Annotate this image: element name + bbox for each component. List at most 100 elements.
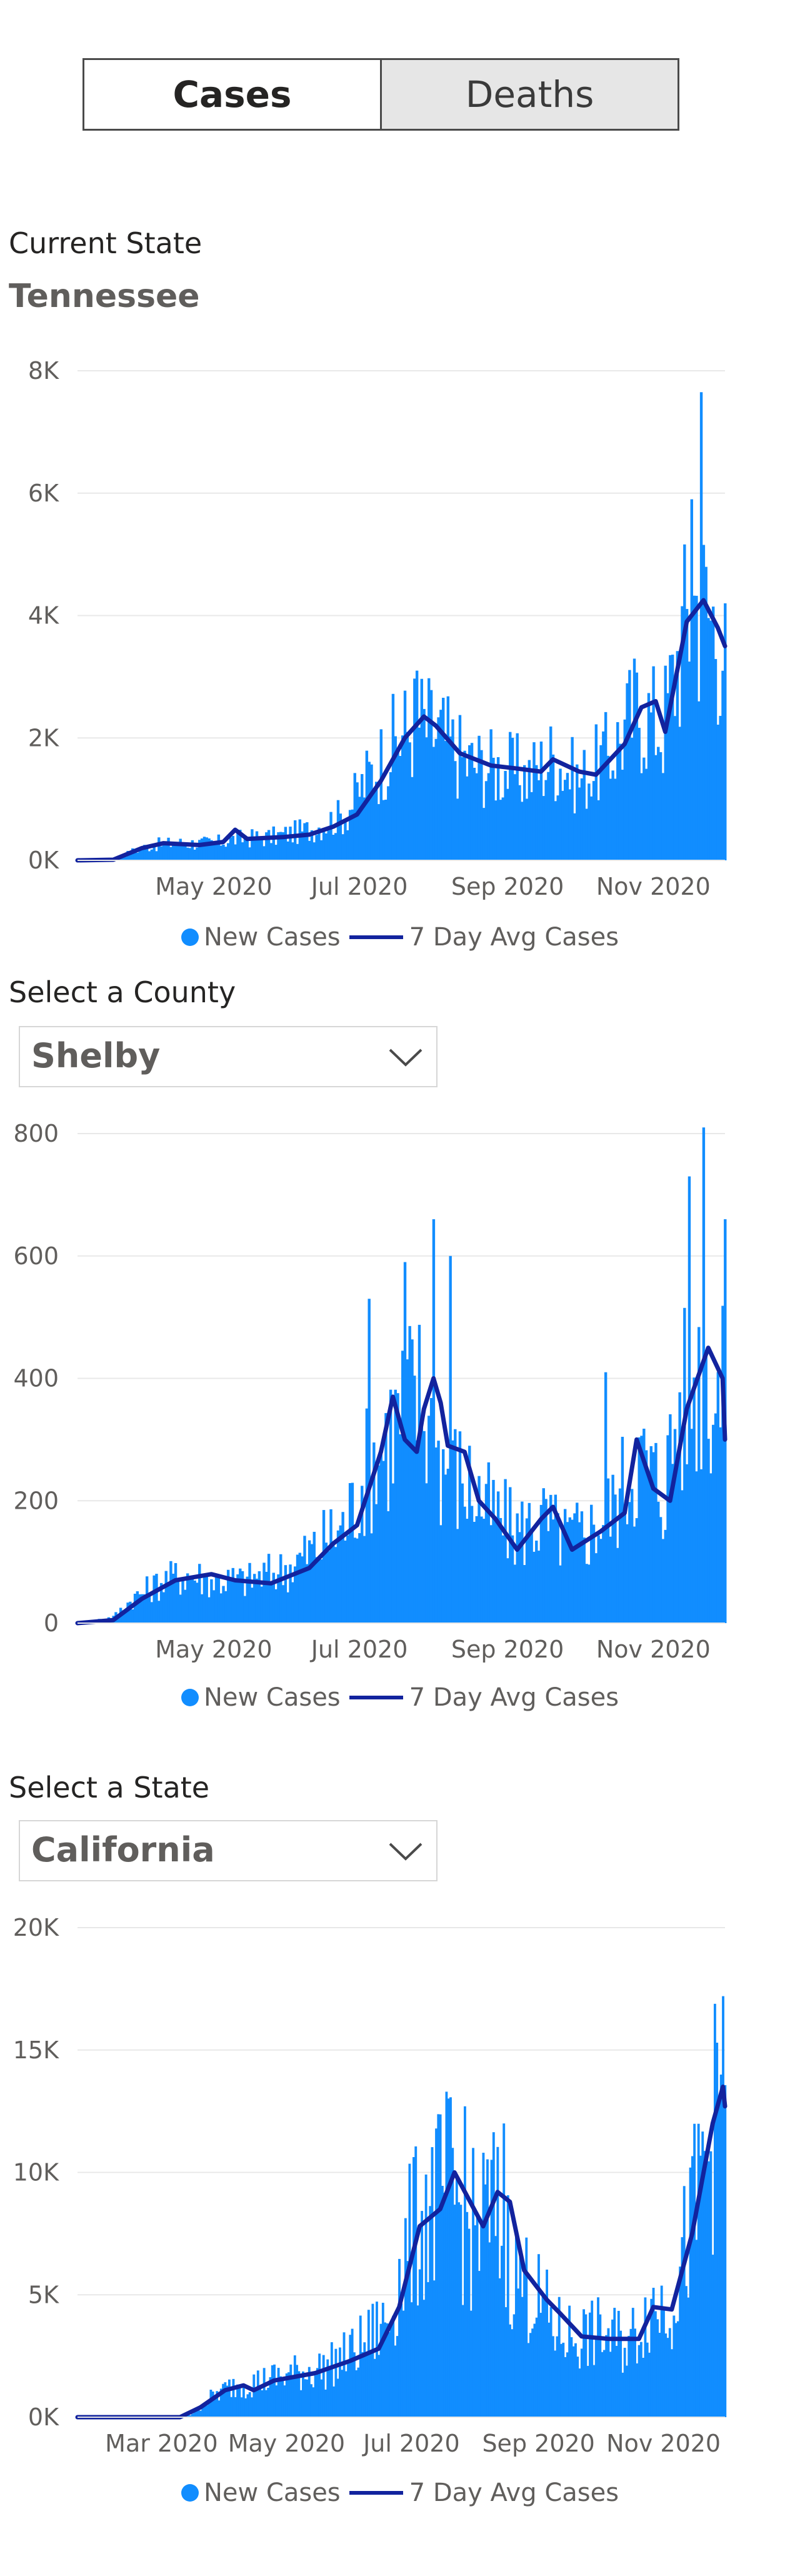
bar: [561, 1531, 564, 1623]
bar: [666, 693, 669, 860]
bar: [413, 678, 416, 860]
bar: [370, 1533, 373, 1623]
y-tick-label: 6K: [28, 480, 59, 507]
bar: [344, 820, 347, 860]
bar: [580, 2348, 583, 2417]
bar: [368, 762, 371, 860]
bar: [709, 1473, 712, 1623]
bar: [444, 741, 448, 860]
bar: [342, 2332, 346, 2417]
bar: [698, 1327, 701, 1623]
bar: [226, 2385, 229, 2417]
bar: [378, 2355, 381, 2417]
bar: [719, 1427, 722, 1623]
tab-cases[interactable]: Cases: [82, 58, 382, 131]
bar: [224, 847, 228, 860]
bar: [251, 1587, 254, 1623]
bar: [662, 2309, 665, 2417]
bar: [683, 1307, 686, 1623]
bar: [314, 2375, 317, 2417]
bar: [222, 1586, 225, 1623]
bar: [255, 831, 259, 860]
bar: [346, 1535, 349, 1623]
bar: [469, 2310, 472, 2417]
bar: [494, 2236, 498, 2417]
bar: [243, 1596, 247, 1623]
bar: [148, 1592, 151, 1623]
bar: [197, 2410, 200, 2417]
county-dropdown[interactable]: Shelby: [19, 1026, 438, 1087]
bar: [308, 1540, 311, 1623]
bar: [671, 1464, 674, 1623]
bar: [446, 1469, 450, 1623]
bar: [439, 2114, 442, 2417]
bar: [443, 2192, 446, 2417]
bar: [691, 2156, 694, 2417]
bar: [384, 2322, 387, 2417]
bar: [324, 1542, 328, 1623]
bar: [492, 2132, 495, 2417]
bar: [264, 2390, 268, 2417]
bar: [229, 837, 232, 860]
bar: [410, 2302, 413, 2417]
bar: [267, 830, 271, 860]
new-cases-legend-label: New Cases: [203, 923, 341, 952]
bar: [437, 2114, 440, 2417]
bar: [363, 2342, 366, 2417]
bar: [458, 1431, 462, 1623]
bar: [539, 742, 543, 860]
select-county-label: Select a County: [9, 975, 236, 1009]
bar: [521, 802, 524, 860]
bar: [509, 732, 512, 860]
bar: [389, 772, 392, 860]
bar: [283, 2385, 286, 2417]
bar: [202, 1575, 206, 1623]
bar: [429, 690, 433, 860]
bar: [374, 782, 378, 860]
bar: [551, 1519, 555, 1623]
bar: [446, 696, 450, 860]
bar: [709, 2151, 712, 2417]
bar: [652, 666, 655, 860]
bar: [522, 1565, 526, 1623]
bar: [676, 2321, 679, 2417]
bar: [513, 1564, 517, 1623]
bar: [328, 2370, 331, 2417]
bar: [261, 2390, 264, 2417]
bar: [617, 2310, 620, 2417]
bar: [597, 800, 600, 860]
bar: [310, 2384, 312, 2417]
bar: [412, 2157, 415, 2417]
bar: [673, 1429, 677, 1623]
bar: [659, 752, 662, 860]
bar: [613, 2308, 616, 2417]
bar: [642, 757, 646, 860]
bar: [203, 2405, 206, 2417]
bar: [199, 2410, 202, 2417]
bar: [392, 2315, 395, 2417]
bar: [310, 830, 314, 860]
bar: [239, 1568, 242, 1623]
bar: [291, 2377, 294, 2417]
bar: [186, 1573, 189, 1623]
bar: [145, 1576, 149, 1623]
bar: [648, 2352, 651, 2417]
bar: [143, 845, 146, 860]
bar: [281, 2377, 284, 2417]
tab-deaths[interactable]: Deaths: [382, 58, 679, 131]
state-dropdown[interactable]: California: [19, 1820, 438, 1881]
bar: [148, 851, 151, 860]
bar: [193, 1580, 196, 1623]
bar: [669, 655, 672, 860]
bar: [523, 2267, 526, 2417]
bar: [535, 2317, 538, 2417]
avg-line: [75, 2085, 728, 2420]
new-cases-legend-icon: [181, 1689, 199, 1706]
bar: [592, 781, 596, 860]
bar: [556, 795, 559, 860]
bar: [562, 2342, 565, 2417]
bar: [205, 837, 208, 860]
bar: [200, 838, 204, 860]
bar: [179, 838, 182, 860]
bar: [611, 1474, 614, 1623]
